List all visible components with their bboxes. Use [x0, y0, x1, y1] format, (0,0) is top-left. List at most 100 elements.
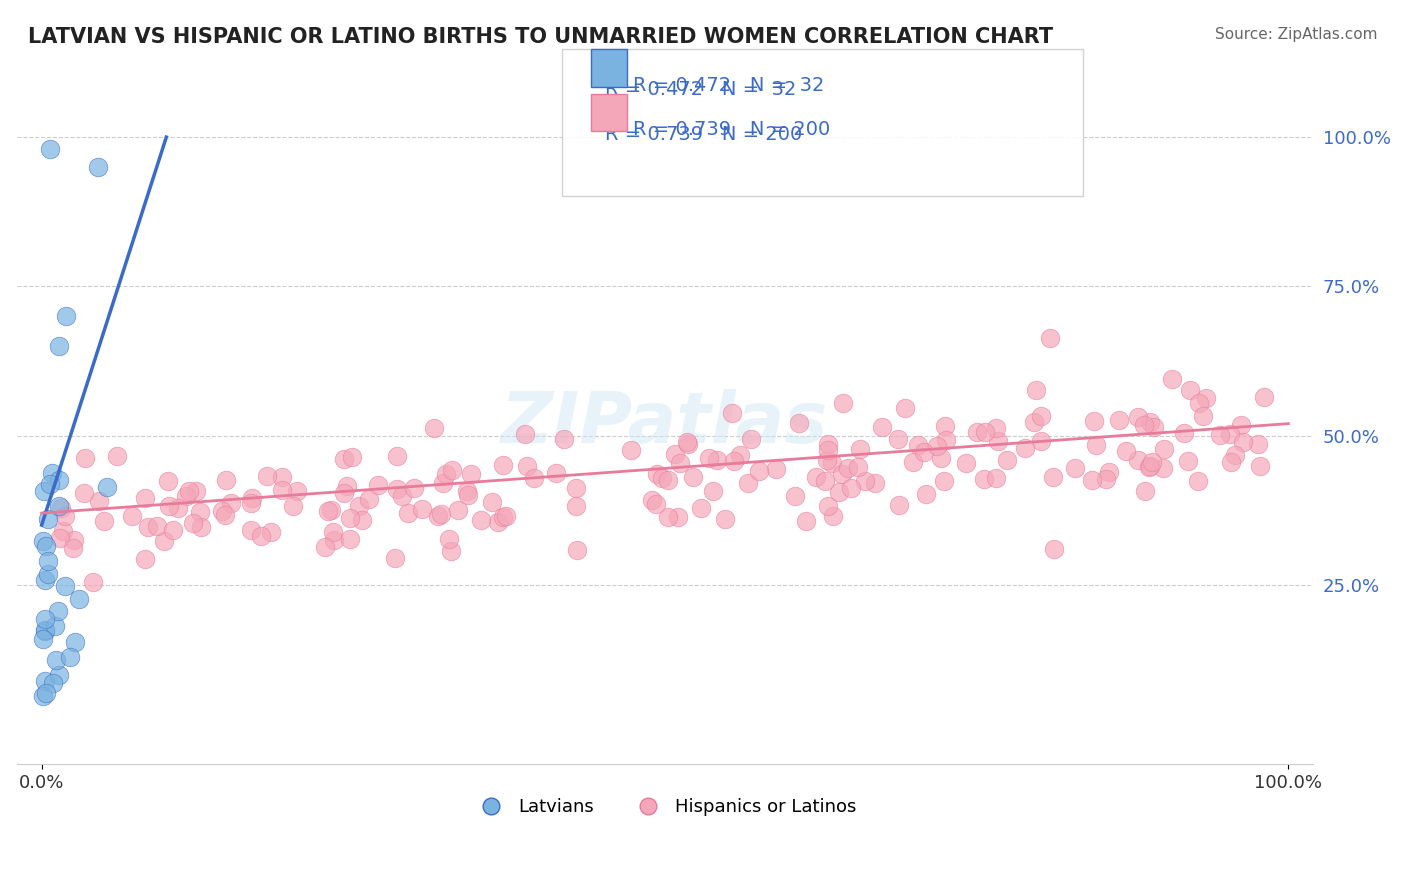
Point — [987, 434, 1010, 448]
Point — [1253, 390, 1275, 404]
Point — [1039, 331, 1062, 345]
Point — [853, 474, 876, 488]
Point — [1173, 426, 1195, 441]
Point — [63, 533, 86, 548]
Point — [934, 433, 956, 447]
Point — [1139, 458, 1161, 473]
Point — [657, 473, 679, 487]
Point — [929, 451, 952, 466]
Point — [53, 579, 76, 593]
Point — [121, 509, 143, 524]
Point — [350, 513, 373, 527]
Point — [815, 452, 838, 467]
Point — [440, 544, 463, 558]
Point — [821, 456, 844, 470]
Point — [1085, 438, 1108, 452]
Point — [1014, 441, 1036, 455]
Point — [432, 476, 454, 491]
Point — [544, 466, 567, 480]
Point — [1097, 465, 1119, 479]
Point — [823, 509, 845, 524]
Point — [567, 543, 589, 558]
Point — [32, 632, 55, 647]
Point — [87, 160, 110, 174]
Point — [42, 676, 65, 690]
Point — [1153, 442, 1175, 456]
Point — [523, 471, 546, 485]
Point — [316, 504, 339, 518]
Point — [889, 499, 911, 513]
Point — [565, 499, 588, 513]
Point — [1187, 396, 1209, 410]
Point — [620, 443, 643, 458]
Point — [831, 396, 853, 410]
Point — [1143, 419, 1166, 434]
Point — [1133, 484, 1156, 499]
Point — [427, 509, 450, 524]
Point — [1108, 413, 1130, 427]
Point — [666, 509, 689, 524]
Point — [748, 464, 770, 478]
Point — [37, 554, 59, 568]
Point — [184, 484, 207, 499]
Point — [48, 668, 70, 682]
Point — [333, 452, 356, 467]
Point — [215, 473, 238, 487]
Point — [385, 449, 408, 463]
Point — [188, 505, 211, 519]
Point — [32, 533, 55, 548]
Point — [481, 495, 503, 509]
Point — [367, 478, 389, 492]
Legend: Latvians, Hispanics or Latinos: Latvians, Hispanics or Latinos — [465, 791, 863, 823]
Point — [62, 541, 84, 555]
Point — [240, 491, 263, 505]
Point — [1230, 418, 1253, 433]
Point — [676, 434, 699, 449]
Point — [1208, 428, 1230, 442]
Point — [925, 439, 948, 453]
Point — [37, 566, 59, 581]
Point — [1140, 455, 1163, 469]
Point — [817, 442, 839, 457]
Point — [35, 686, 58, 700]
Point — [1126, 410, 1149, 425]
Point — [387, 482, 409, 496]
Text: R = 0.739   N = 200: R = 0.739 N = 200 — [633, 120, 830, 139]
Point — [48, 473, 70, 487]
Point — [973, 425, 995, 439]
Point — [1063, 460, 1085, 475]
Point — [804, 469, 827, 483]
Point — [63, 635, 86, 649]
Point — [697, 451, 720, 466]
Point — [1195, 392, 1218, 406]
Point — [167, 500, 190, 515]
Point — [713, 512, 735, 526]
Point — [437, 532, 460, 546]
Point — [1247, 437, 1270, 451]
Point — [740, 432, 762, 446]
Point — [271, 470, 294, 484]
Point — [96, 480, 118, 494]
Point — [682, 470, 704, 484]
Point — [134, 551, 156, 566]
Point — [271, 483, 294, 497]
Point — [41, 466, 63, 480]
Point — [48, 339, 70, 353]
Text: R = 0.472   N =  32: R = 0.472 N = 32 — [605, 80, 796, 99]
Point — [1024, 415, 1046, 429]
Point — [423, 421, 446, 435]
Point — [162, 523, 184, 537]
Point — [322, 533, 344, 547]
Point — [39, 477, 62, 491]
Point — [1042, 470, 1064, 484]
Point — [219, 496, 242, 510]
Point — [256, 469, 278, 483]
Point — [333, 485, 356, 500]
Point — [973, 472, 995, 486]
Point — [986, 421, 1008, 435]
Point — [156, 475, 179, 489]
Point — [153, 534, 176, 549]
Point — [52, 524, 75, 538]
Point — [240, 523, 263, 537]
Point — [322, 524, 344, 539]
